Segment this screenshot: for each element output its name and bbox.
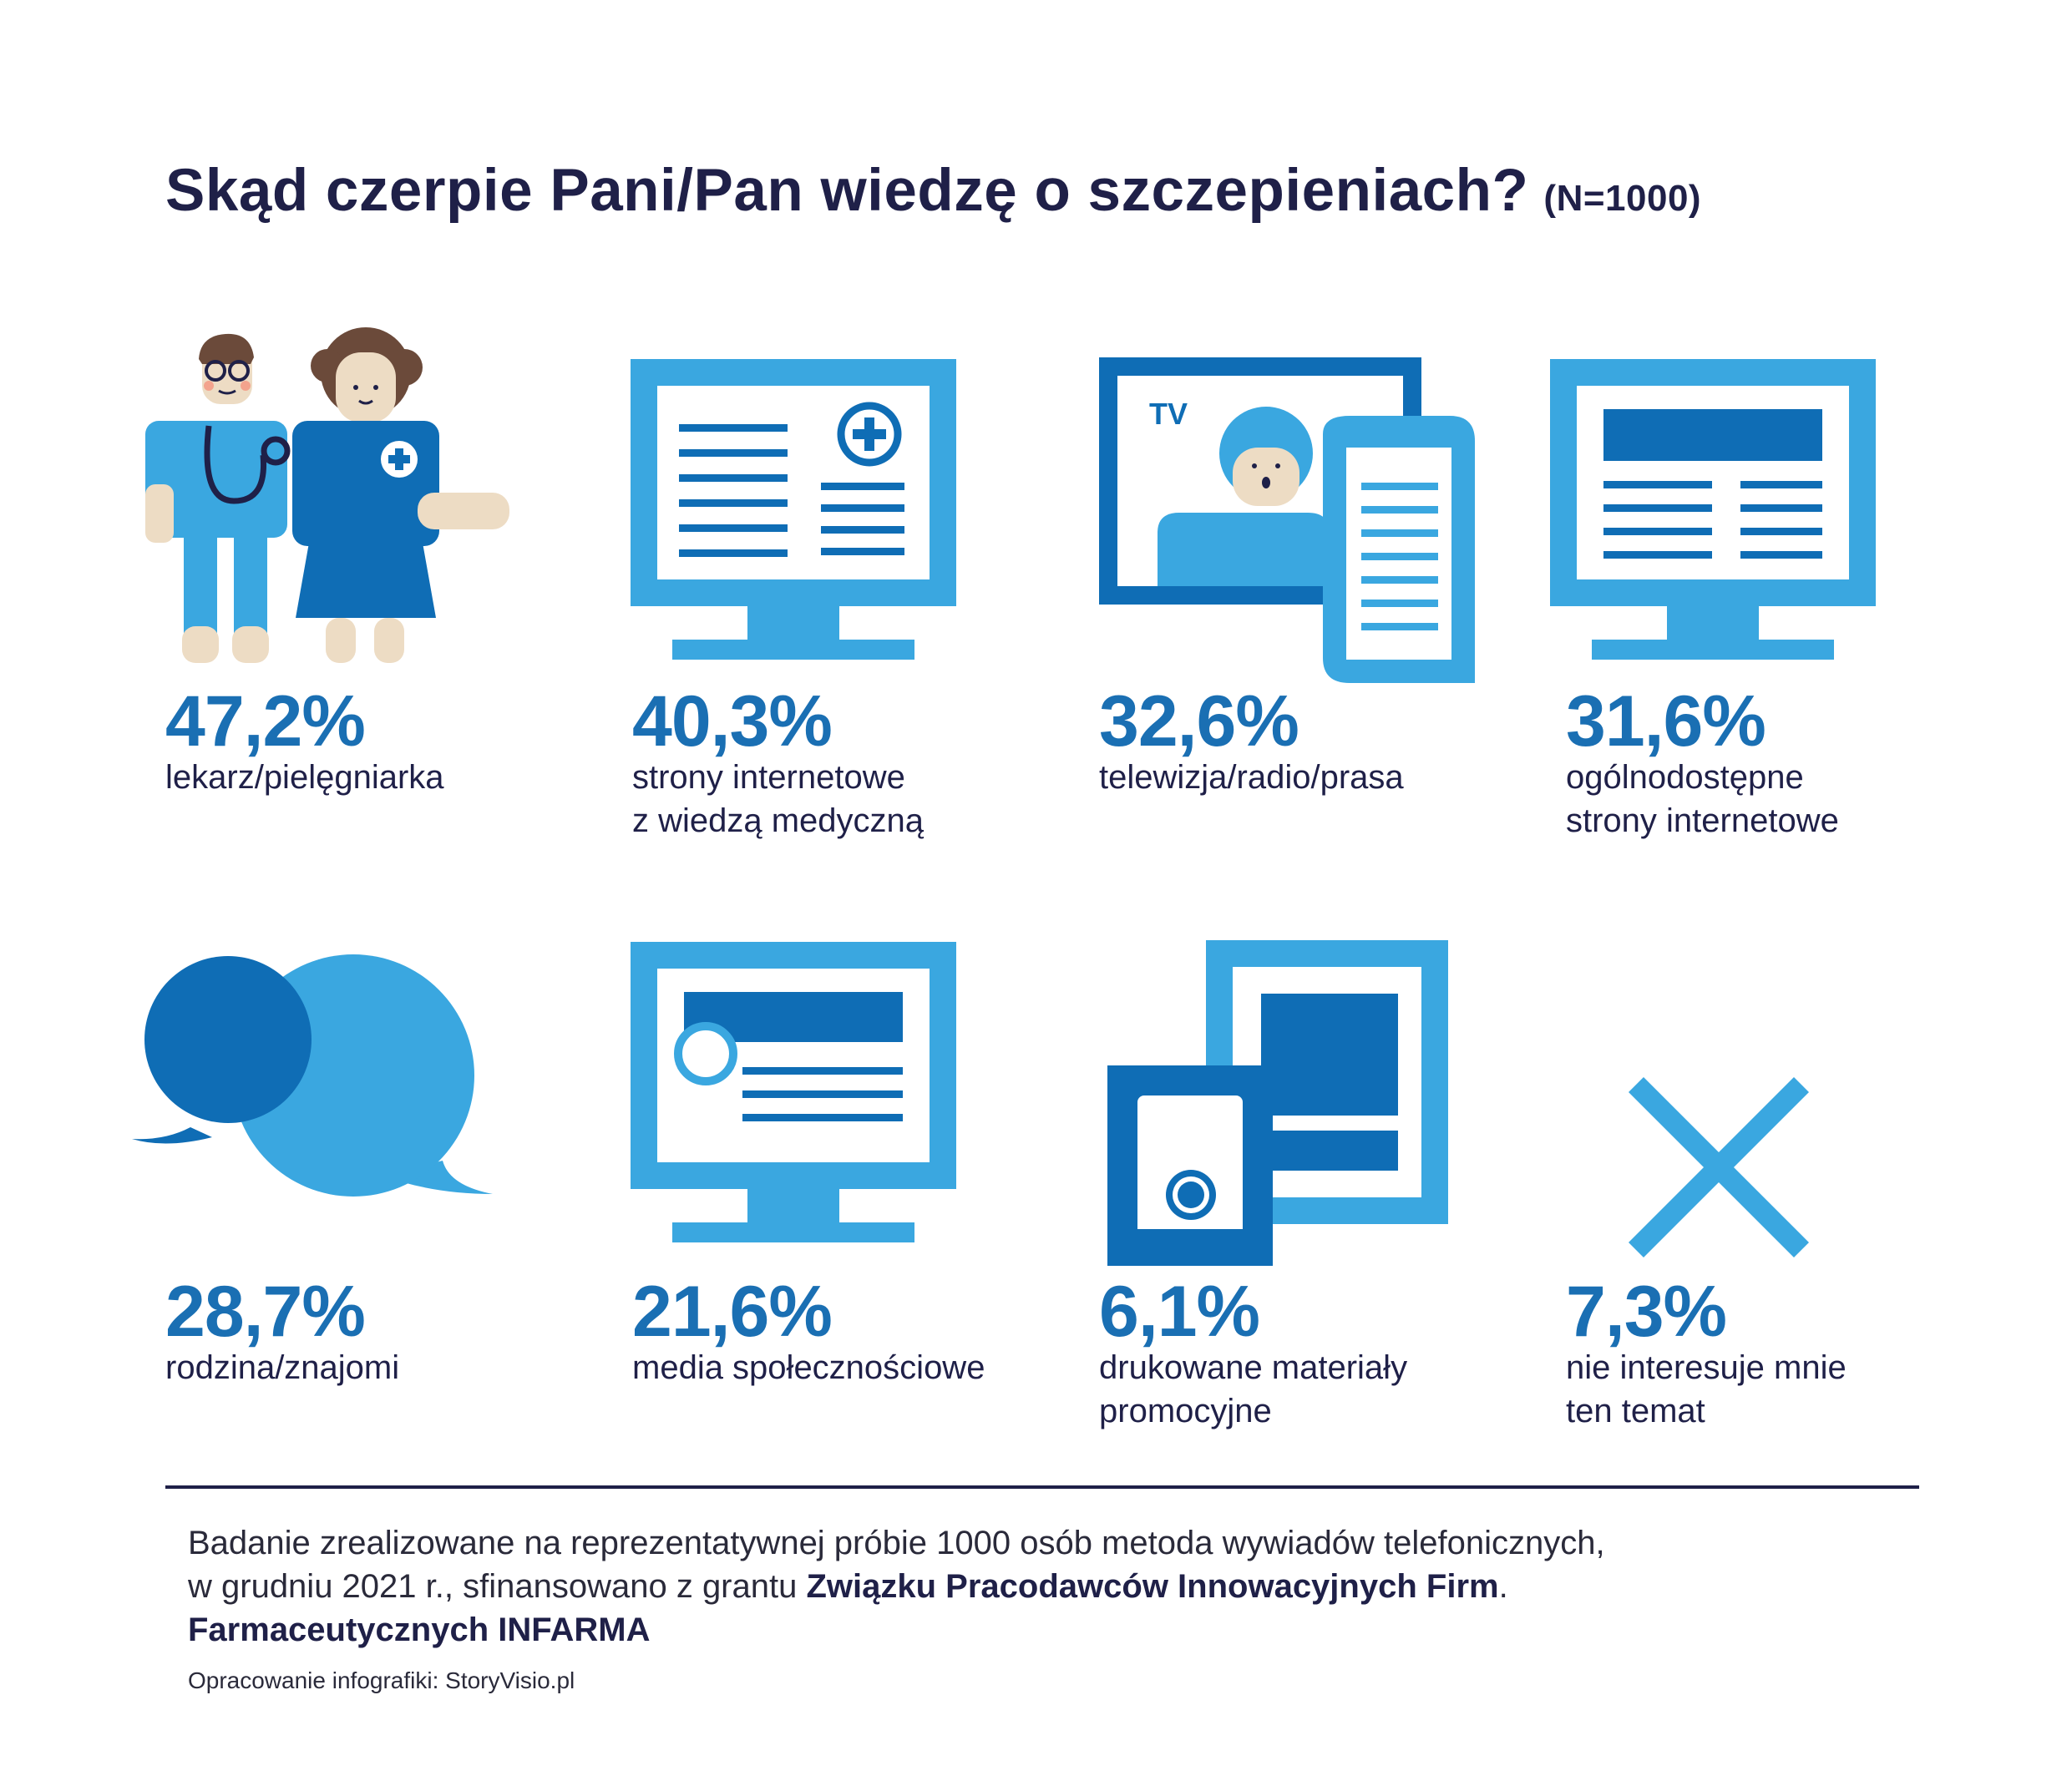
title-text: Skąd czerpie Pani/Pan wiedzę o szczepien… [165,158,1529,224]
doctor-nurse-icon [145,327,509,663]
stat-label-line: z wiedzą medyczną [632,802,925,839]
stat-label-line: drukowane materiały [1099,1349,1408,1386]
footer-line-3-bold: Farmaceutycznych INFARMA [188,1612,651,1648]
printed-materials-icon [1107,940,1448,1266]
tv-newspaper-icon: TV [1099,357,1475,683]
stat-label: strony internetowe z wiedzą medyczną [632,756,1100,842]
divider [165,1485,1919,1489]
stat-label-line: promocyjne [1099,1393,1272,1429]
stat-value: 6,1% [1099,1272,1260,1352]
stat-label-line: rodzina/znajomi [165,1349,400,1386]
website-icon [1550,359,1876,660]
stat-label-line: lekarz/pielęgniarka [165,759,444,796]
stat-label: telewizja/radio/prasa [1099,756,1567,799]
stat-label: nie interesuje mnie ten temat [1566,1346,2034,1433]
footer-line-2-text: w grudniu 2021 r., sfinansowano z grantu [188,1568,807,1605]
stat-label: ogólnodostępne strony internetowe [1566,756,2034,842]
footer-line-3: Farmaceutycznych INFARMA [188,1608,1908,1652]
stat-label: rodzina/znajomi [165,1346,633,1389]
footer-line-2-bold: Związku Pracodawców Innowacyjnych Firm [806,1568,1499,1605]
speech-bubbles-icon [132,954,493,1197]
stat-value: 32,6% [1099,681,1299,762]
cross-icon [1629,1077,1809,1257]
stat-value: 28,7% [165,1272,366,1352]
stat-label-line: telewizja/radio/prasa [1099,759,1404,796]
credit: Opracowanie infografiki: StoryVisio.pl [188,1667,575,1693]
footer-line-1: Badanie zrealizowane na reprezentatywnej… [188,1525,1605,1561]
tv-label: TV [1149,397,1188,431]
stat-label-line: media społecznościowe [632,1349,985,1386]
stat-value: 21,6% [632,1272,833,1352]
stat-value: 47,2% [165,681,366,762]
footer-line-2: w grudniu 2021 r., sfinansowano z grantu… [188,1565,1908,1608]
footer-line-2-suffix: . [1498,1568,1508,1605]
stat-label-line: strony internetowe [632,759,905,796]
stat-label-line: ten temat [1566,1393,1705,1429]
stat-label: lekarz/pielęgniarka [165,756,633,799]
stat-label: media społecznościowe [632,1346,1100,1389]
stat-label-line: ogólnodostępne [1566,759,1804,796]
stat-value: 40,3% [632,681,833,762]
sample-size: (N=1000) [1543,178,1702,219]
footer-note: Badanie zrealizowane na reprezentatywnej… [188,1521,1908,1652]
stat-label-line: strony internetowe [1566,802,1839,839]
stat-value: 7,3% [1566,1272,1727,1352]
chart-title: Skąd czerpie Pani/Pan wiedzę o szczepien… [165,157,1701,225]
social-media-icon [631,942,956,1242]
medical-website-icon [631,359,956,660]
stat-value: 31,6% [1566,681,1766,762]
stat-label-line: nie interesuje mnie [1566,1349,1847,1386]
stat-label: drukowane materiały promocyjne [1099,1346,1567,1433]
